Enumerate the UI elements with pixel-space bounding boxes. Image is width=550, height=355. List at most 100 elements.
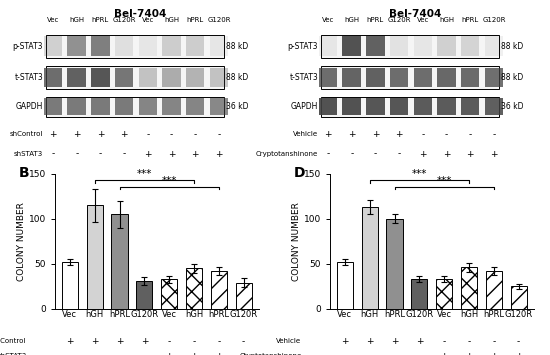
Bar <box>210 37 228 56</box>
Text: +: + <box>348 130 355 139</box>
Bar <box>44 98 62 115</box>
Bar <box>461 267 477 309</box>
Y-axis label: COLONY NUMBER: COLONY NUMBER <box>17 202 26 281</box>
Text: 36 kD: 36 kD <box>502 102 524 111</box>
Text: -: - <box>168 337 171 346</box>
Text: G120R: G120R <box>387 17 411 23</box>
Text: -: - <box>327 149 329 159</box>
Bar <box>486 271 502 309</box>
Y-axis label: COLONY NUMBER: COLONY NUMBER <box>292 202 301 281</box>
Text: 88 kD: 88 kD <box>227 73 249 82</box>
Text: -: - <box>99 149 102 159</box>
Bar <box>319 67 337 87</box>
Text: +: + <box>144 149 152 159</box>
Text: G120R: G120R <box>482 17 505 23</box>
Text: -: - <box>492 337 496 346</box>
Text: -: - <box>52 149 54 159</box>
Text: +: + <box>490 351 498 355</box>
Text: +: + <box>50 130 57 139</box>
Bar <box>115 98 134 115</box>
Bar <box>186 37 205 56</box>
Text: +: + <box>116 337 123 346</box>
Bar <box>414 67 432 87</box>
Text: +: + <box>441 351 448 355</box>
Text: +: + <box>490 149 498 159</box>
Text: -: - <box>68 351 72 355</box>
Text: ***: *** <box>162 176 177 186</box>
Bar <box>437 98 456 115</box>
Bar <box>510 286 527 309</box>
Text: D: D <box>293 166 305 180</box>
Bar <box>87 206 103 309</box>
Text: +: + <box>443 149 450 159</box>
Text: Bel-7404: Bel-7404 <box>388 9 441 19</box>
Text: +: + <box>166 351 173 355</box>
Bar <box>319 98 337 115</box>
Text: -: - <box>192 337 196 346</box>
Text: +: + <box>341 337 349 346</box>
Text: -: - <box>492 130 496 139</box>
Bar <box>68 37 86 56</box>
Text: Bel-7404: Bel-7404 <box>113 9 166 19</box>
Bar <box>343 67 361 87</box>
Text: Vehicle: Vehicle <box>293 131 318 137</box>
Text: -: - <box>393 351 396 355</box>
Text: p-STAT3: p-STAT3 <box>288 42 318 51</box>
Text: -: - <box>398 149 401 159</box>
Text: +: + <box>66 337 74 346</box>
Bar <box>411 279 427 309</box>
Text: t-STAT3: t-STAT3 <box>289 73 318 82</box>
Text: +: + <box>324 130 332 139</box>
Text: GAPDH: GAPDH <box>291 102 318 111</box>
Text: +: + <box>191 149 199 159</box>
Bar <box>186 98 205 115</box>
Bar <box>366 98 385 115</box>
Bar <box>115 37 134 56</box>
Text: 36 kD: 36 kD <box>227 102 249 111</box>
Bar <box>362 207 378 309</box>
Text: shControl: shControl <box>10 131 43 137</box>
Text: -: - <box>417 351 421 355</box>
Bar <box>139 67 157 87</box>
Text: +: + <box>419 149 427 159</box>
Text: +: + <box>515 351 522 355</box>
Text: G120R: G120R <box>207 17 230 23</box>
Text: GAPDH: GAPDH <box>16 102 43 111</box>
Bar <box>390 67 409 87</box>
Text: shSTAT3: shSTAT3 <box>14 151 43 157</box>
Bar <box>343 37 361 56</box>
Text: -: - <box>170 130 173 139</box>
Bar <box>366 37 385 56</box>
Bar <box>337 262 353 309</box>
Text: -: - <box>374 149 377 159</box>
Text: 88 kD: 88 kD <box>227 42 249 51</box>
Text: +: + <box>390 337 398 346</box>
Bar <box>461 67 480 87</box>
Bar <box>485 37 503 56</box>
Bar <box>186 268 202 309</box>
Text: hPRL: hPRL <box>461 17 479 23</box>
Text: -: - <box>146 130 150 139</box>
Text: +: + <box>215 351 223 355</box>
Text: -: - <box>517 337 520 346</box>
Text: +: + <box>120 130 128 139</box>
Text: Vehicle: Vehicle <box>277 338 301 344</box>
Bar <box>186 67 205 87</box>
Bar <box>461 37 480 56</box>
Bar <box>387 219 403 309</box>
Text: 88 kD: 88 kD <box>502 42 524 51</box>
Text: -: - <box>217 130 221 139</box>
Text: Cryptotanshinone: Cryptotanshinone <box>239 353 301 355</box>
Bar <box>162 67 181 87</box>
Text: +: + <box>466 149 474 159</box>
Bar <box>162 37 181 56</box>
Bar <box>211 271 227 309</box>
Bar <box>136 281 152 309</box>
Bar <box>115 67 134 87</box>
Text: +: + <box>73 130 80 139</box>
Bar <box>162 98 181 115</box>
Text: hGH: hGH <box>69 17 84 23</box>
Bar <box>414 98 432 115</box>
Bar <box>91 98 110 115</box>
Bar <box>91 37 110 56</box>
